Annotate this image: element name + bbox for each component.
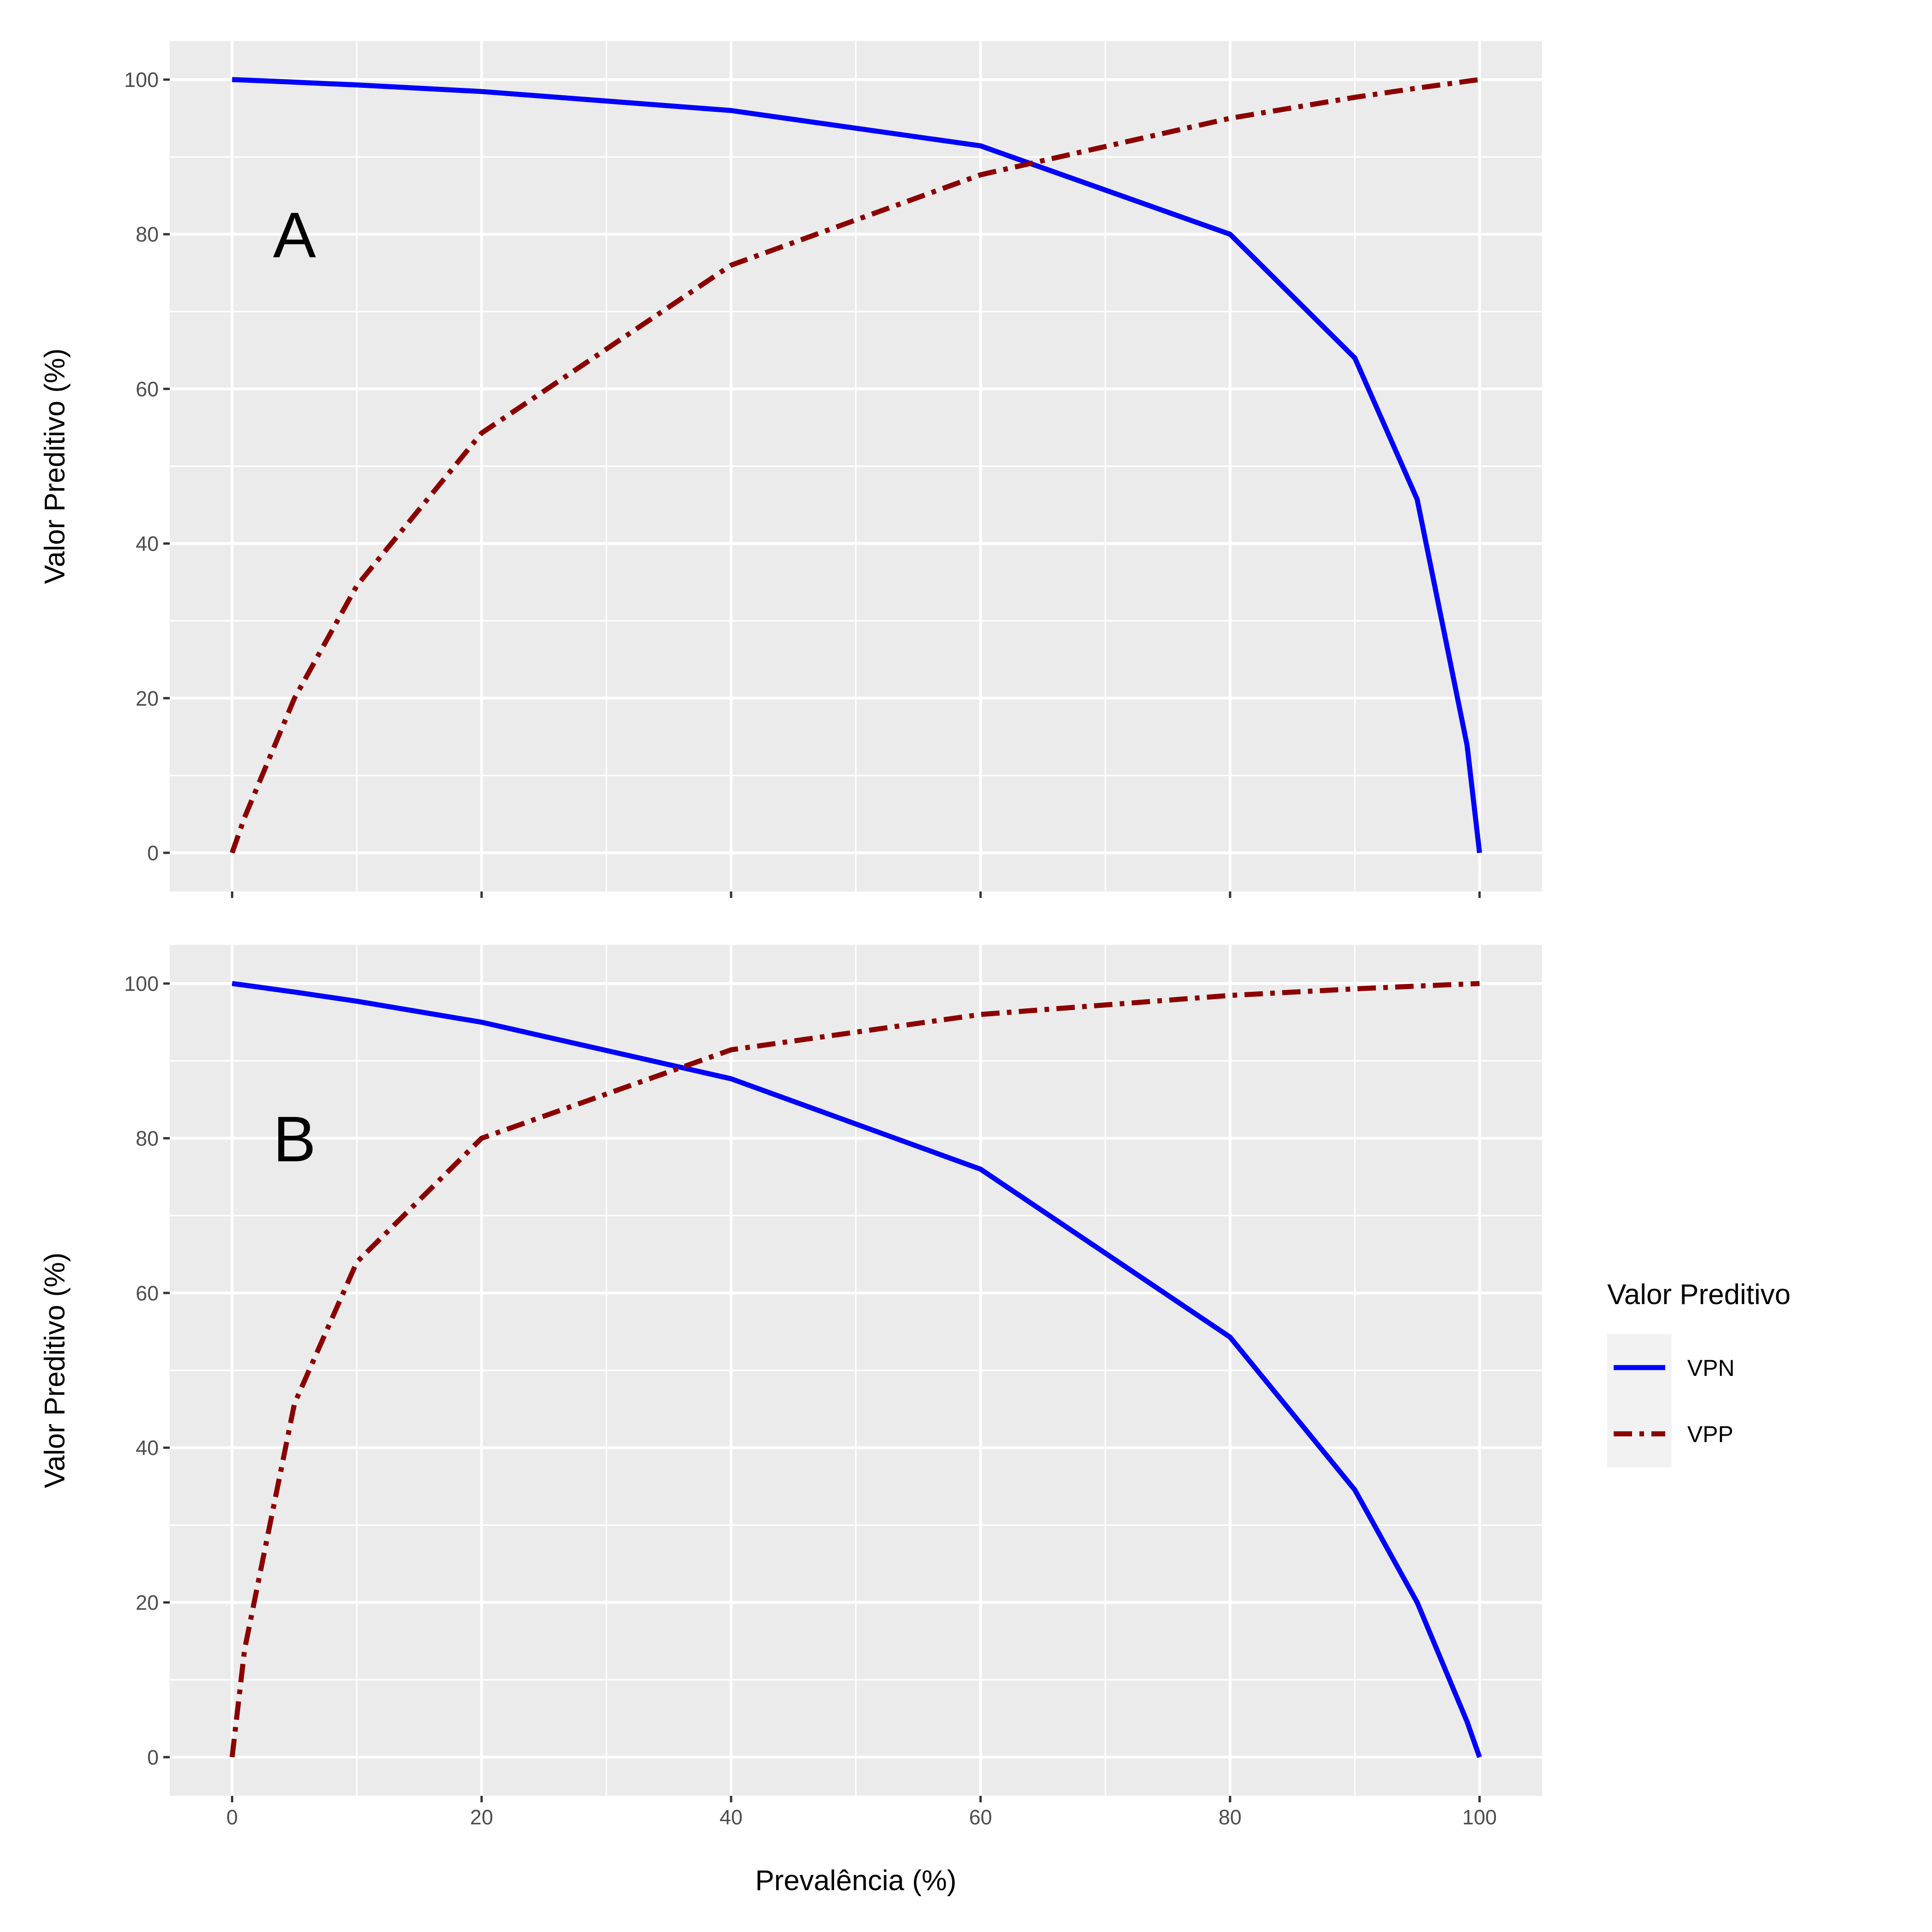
panel-label: A <box>273 199 316 271</box>
legend-label-vpn: VPN <box>1687 1355 1735 1381</box>
y-tick-label: 60 <box>136 1282 159 1305</box>
legend-key-background <box>1607 1334 1672 1467</box>
y-tick-label: 40 <box>136 1436 159 1460</box>
y-tick-label: 20 <box>136 687 159 710</box>
panel-b: 0 20 40 60 80 100 0 20 40 60 80 100 B Valor Preditivo… <box>39 945 1542 1897</box>
y-tick-label: 40 <box>136 532 159 556</box>
y-tick-label: 0 <box>147 1746 159 1769</box>
y-tick-label: 80 <box>136 223 159 246</box>
y-axis-title: Valor Preditivo (%) <box>39 348 71 584</box>
x-tick-label: 80 <box>1219 1806 1242 1829</box>
y-tick-label: 80 <box>136 1127 159 1150</box>
x-tick-label: 100 <box>1462 1806 1497 1829</box>
series-line-vpp <box>230 77 1480 854</box>
panel-a: 0 20 40 60 80 100 A Valor Preditivo (%) <box>39 41 1542 898</box>
x-tick-label: 20 <box>470 1806 493 1829</box>
x-tick-label: 60 <box>969 1806 992 1829</box>
y-tick-label: 100 <box>124 972 159 995</box>
x-tick-label: 40 <box>719 1806 742 1829</box>
legend-label-vpp: VPP <box>1687 1421 1733 1447</box>
y-tick-label: 0 <box>147 841 159 865</box>
y-axis-title: Valor Preditivo (%) <box>39 1253 71 1488</box>
panel-label: B <box>273 1103 316 1175</box>
series-line-vpp <box>230 981 1480 1758</box>
series-line-vpn <box>231 981 1482 1758</box>
legend-title: Valor Preditivo <box>1607 1279 1791 1311</box>
y-tick-label: 100 <box>124 68 159 92</box>
legend: Valor Preditivo VPN VPP <box>1607 1279 1791 1467</box>
series-line-vpn <box>232 77 1482 853</box>
y-tick-label: 60 <box>136 377 159 401</box>
x-tick-label: 0 <box>226 1806 238 1829</box>
x-axis-title: Prevalência (%) <box>755 1865 957 1897</box>
y-tick-label: 20 <box>136 1591 159 1615</box>
